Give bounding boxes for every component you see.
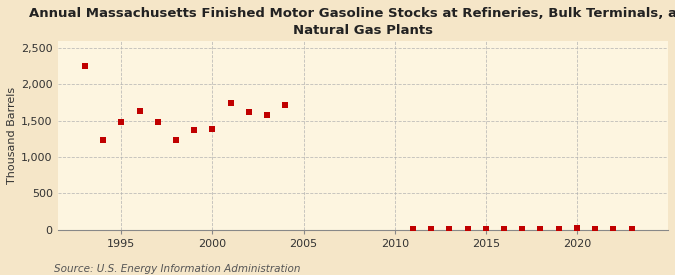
Point [535,227,546,232]
Point [171,138,182,143]
Point [590,227,601,232]
Point [462,227,473,231]
Point [80,64,90,68]
Point [207,126,218,131]
Y-axis label: Thousand Barrels: Thousand Barrels [7,87,17,184]
Point [517,227,528,232]
Point [554,227,564,232]
Point [572,226,583,230]
Point [153,120,163,125]
Point [280,103,291,107]
Point [481,227,491,232]
Point [608,227,619,232]
Title: Annual Massachusetts Finished Motor Gasoline Stocks at Refineries, Bulk Terminal: Annual Massachusetts Finished Motor Gaso… [30,7,675,37]
Point [408,227,418,232]
Point [98,138,109,143]
Point [116,120,127,125]
Point [426,227,437,232]
Text: Source: U.S. Energy Information Administration: Source: U.S. Energy Information Administ… [54,264,300,274]
Point [134,109,145,114]
Point [262,113,273,117]
Point [244,110,254,114]
Point [189,127,200,132]
Point [444,227,455,232]
Point [499,227,510,232]
Point [225,101,236,106]
Point [626,227,637,232]
